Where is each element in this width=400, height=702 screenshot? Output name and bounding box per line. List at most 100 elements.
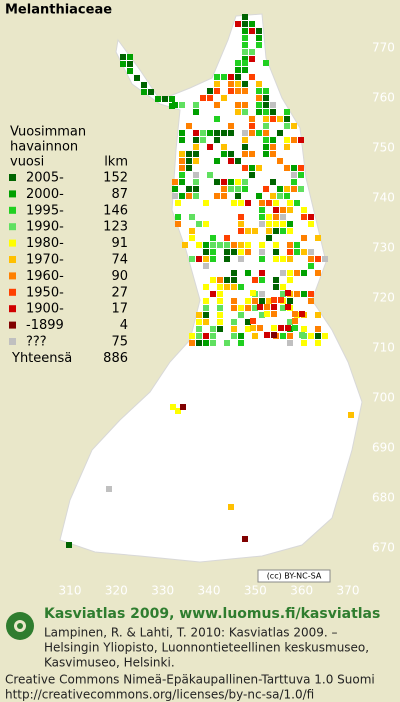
cell <box>172 102 178 108</box>
cell <box>280 256 286 262</box>
cell <box>256 81 262 87</box>
cell <box>214 81 220 87</box>
cell <box>189 340 195 346</box>
cell <box>203 298 209 304</box>
cell <box>259 221 265 227</box>
cell <box>280 221 286 227</box>
cell <box>273 207 279 213</box>
cell <box>224 235 230 241</box>
cell <box>228 186 234 192</box>
cell <box>315 340 321 346</box>
cell <box>308 298 314 304</box>
cell <box>238 200 244 206</box>
brand[interactable]: Kasviatlas 2009, www.luomus.fi/kasviatla… <box>44 606 380 622</box>
cell <box>308 263 314 269</box>
cell <box>294 242 300 248</box>
cell <box>270 109 276 115</box>
cell <box>179 158 185 164</box>
cell <box>221 95 227 101</box>
cell <box>186 151 192 157</box>
cell <box>263 88 269 94</box>
license-badge[interactable] <box>257 569 331 583</box>
cell <box>214 179 220 185</box>
cell <box>280 270 286 276</box>
cell <box>179 172 185 178</box>
cell <box>141 82 147 88</box>
cell <box>217 298 223 304</box>
cell <box>214 193 220 199</box>
cell <box>66 542 72 548</box>
cell <box>221 186 227 192</box>
cell <box>210 249 216 255</box>
cell <box>263 137 269 143</box>
cell <box>322 333 328 339</box>
cell <box>263 116 269 122</box>
cell <box>228 179 234 185</box>
cell <box>249 123 255 129</box>
cell <box>259 249 265 255</box>
cell <box>224 340 230 346</box>
cell <box>249 74 255 80</box>
cell <box>193 193 199 199</box>
cell <box>308 291 314 297</box>
cell <box>284 123 290 129</box>
cell <box>284 137 290 143</box>
cell <box>196 319 202 325</box>
cell <box>106 486 112 492</box>
cell <box>196 340 202 346</box>
legend-count: 17 <box>111 302 128 317</box>
cell <box>238 221 244 227</box>
cell <box>287 249 293 255</box>
cell <box>120 61 126 67</box>
cell <box>193 109 199 115</box>
cell <box>263 151 269 157</box>
cell <box>245 270 251 276</box>
cell <box>270 193 276 199</box>
legend-swatch <box>9 206 16 214</box>
cell <box>242 35 248 41</box>
cell <box>259 277 265 283</box>
y-tick-label: 710 <box>372 341 395 355</box>
cell <box>228 504 234 510</box>
y-tick-label: 730 <box>372 241 395 255</box>
cell <box>292 325 298 331</box>
cell <box>348 412 354 418</box>
cell <box>249 116 255 122</box>
legend-swatch <box>9 239 16 247</box>
legend-count: 4 <box>120 318 128 333</box>
cell <box>301 326 307 332</box>
cell <box>256 193 262 199</box>
cell <box>294 200 300 206</box>
cell <box>263 186 269 192</box>
license-badge-text[interactable]: (cc) BY-NC-SA <box>267 572 322 581</box>
cell <box>249 56 255 62</box>
cell <box>280 228 286 234</box>
cell <box>245 326 251 332</box>
cell <box>285 325 291 331</box>
cell <box>315 270 321 276</box>
cell <box>284 109 290 115</box>
cell <box>263 109 269 115</box>
license-url[interactable]: http://creativecommons.org/licenses/by-n… <box>5 688 314 702</box>
cell <box>242 109 248 115</box>
cell <box>259 242 265 248</box>
cell <box>224 277 230 283</box>
observation-cells <box>66 14 354 548</box>
cell <box>180 404 186 410</box>
cell <box>250 290 256 296</box>
cell <box>242 137 248 143</box>
cell <box>257 325 263 331</box>
x-tick-label: 350 <box>244 584 267 598</box>
cell <box>170 404 176 410</box>
x-tick-label: 360 <box>290 584 313 598</box>
legend-total-label: Yhteensä <box>11 351 72 366</box>
cell <box>298 137 304 143</box>
cell <box>277 116 283 122</box>
cell <box>228 151 234 157</box>
cell <box>301 340 307 346</box>
x-tick-label: 310 <box>59 584 82 598</box>
cell <box>235 88 241 94</box>
cell <box>266 298 272 304</box>
legend-swatch <box>9 321 16 329</box>
cell <box>266 214 272 220</box>
